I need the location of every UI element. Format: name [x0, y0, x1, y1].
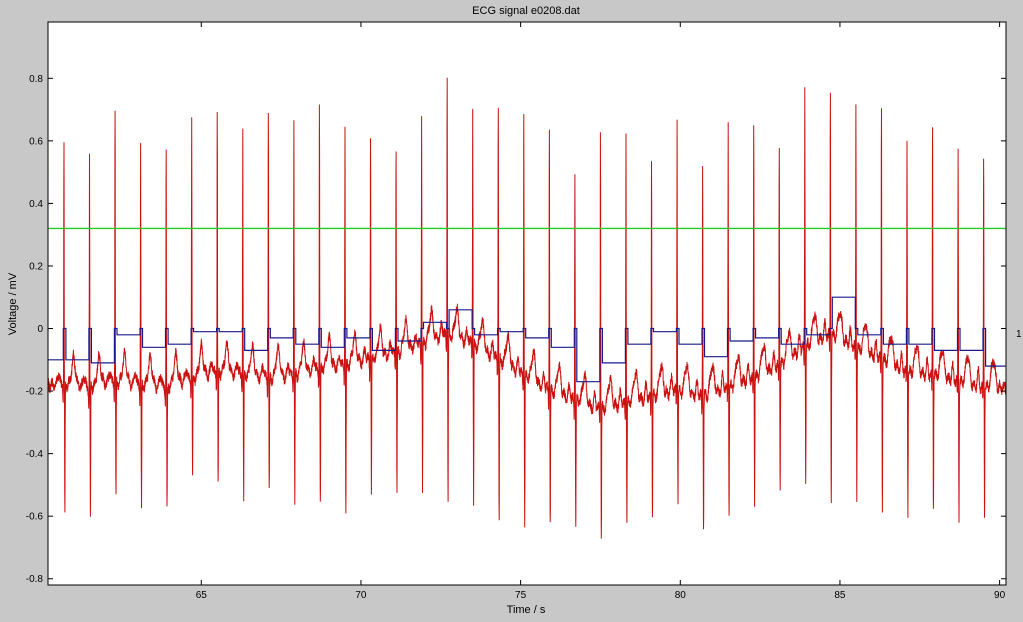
step-series-line [48, 296, 1006, 383]
x-tick-label: 75 [515, 590, 527, 601]
y-tick-label: -0.6 [26, 512, 44, 523]
x-tick-label: 70 [355, 590, 367, 601]
plot-content [48, 77, 1006, 539]
x-tick-label: 65 [196, 590, 208, 601]
x-tick-label: 85 [834, 590, 846, 601]
ecg-signal-line [48, 77, 1006, 539]
y-tick-label: 0.4 [29, 199, 43, 210]
x-axis-ticks: 65 70 75 80 85 90 [196, 22, 1006, 601]
y-axis-ticks: -0.8 -0.6 -0.4 -0.2 0 0.2 0.4 0.6 0.8 [26, 74, 1006, 585]
y-tick-label: 0.8 [29, 74, 43, 85]
x-tick-label: 80 [675, 590, 687, 601]
y-axis-label: Voltage / mV [7, 272, 19, 335]
y-tick-label: -0.2 [26, 387, 44, 398]
y-tick-label: 0.6 [29, 136, 43, 147]
x-tick-label: 90 [994, 590, 1006, 601]
right-edge-label: 1 [1016, 329, 1022, 340]
y-tick-label: 0.2 [29, 261, 43, 272]
plot-frame [47, 21, 1007, 586]
x-axis-label: Time / s [507, 604, 546, 616]
y-tick-label: 0 [37, 324, 43, 335]
plot-area [48, 22, 1006, 585]
chart-title: ECG signal e0208.dat [472, 5, 580, 17]
y-tick-label: -0.8 [26, 574, 44, 585]
y-tick-label: -0.4 [26, 449, 44, 460]
